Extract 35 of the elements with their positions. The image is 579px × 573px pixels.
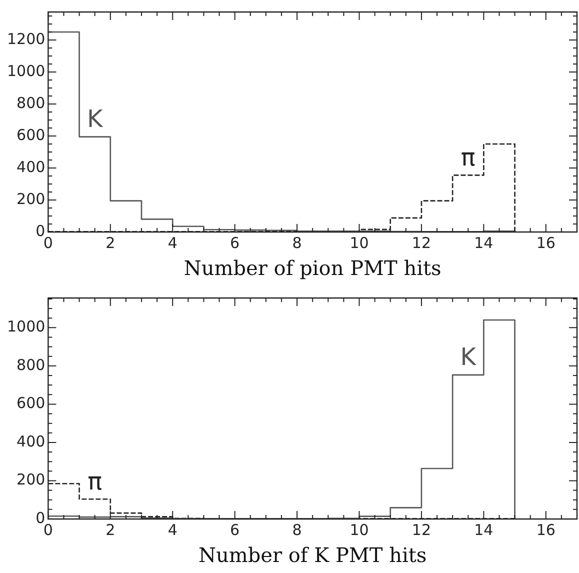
y-tick-label: 400 <box>16 432 46 450</box>
y-tick-label: 0 <box>36 222 46 240</box>
series-label: π <box>88 467 102 496</box>
x-tick-label: 14 <box>474 520 494 539</box>
x-tick-label: 16 <box>536 234 556 252</box>
x-axis-title: Number of K PMT hits <box>198 543 427 568</box>
series-label: K <box>460 343 478 372</box>
x-tick-label: 8 <box>292 520 302 539</box>
x-tick-label: 10 <box>350 234 369 252</box>
series-label: K <box>86 105 104 134</box>
y-tick-label: 1200 <box>6 30 46 48</box>
x-tick-label: 2 <box>106 520 116 539</box>
x-tick-label: 14 <box>474 234 494 252</box>
y-tick-label: 800 <box>16 356 46 374</box>
x-tick-label: 2 <box>106 234 116 252</box>
y-tick-label: 600 <box>16 126 46 144</box>
x-tick-label: 12 <box>412 234 432 252</box>
x-tick-label: 4 <box>168 520 178 539</box>
x-tick-label: 6 <box>230 234 240 252</box>
y-tick-label: 0 <box>36 508 46 527</box>
x-tick-label: 4 <box>168 234 178 252</box>
x-axis-title: Number of pion PMT hits <box>184 256 442 280</box>
y-tick-label: 200 <box>16 470 46 489</box>
x-tick-label: 10 <box>350 520 369 539</box>
series-label: π <box>460 143 476 172</box>
x-tick-label: 8 <box>292 234 302 252</box>
y-tick-label: 800 <box>16 94 46 112</box>
x-tick-label: 16 <box>536 520 556 539</box>
x-tick-label: 12 <box>412 520 432 539</box>
y-tick-label: 400 <box>16 158 46 176</box>
x-tick-label: 6 <box>230 520 240 539</box>
y-tick-label: 1000 <box>6 318 46 336</box>
y-tick-label: 200 <box>16 190 46 208</box>
y-tick-label: 1000 <box>6 62 46 80</box>
y-tick-label: 600 <box>16 394 46 412</box>
